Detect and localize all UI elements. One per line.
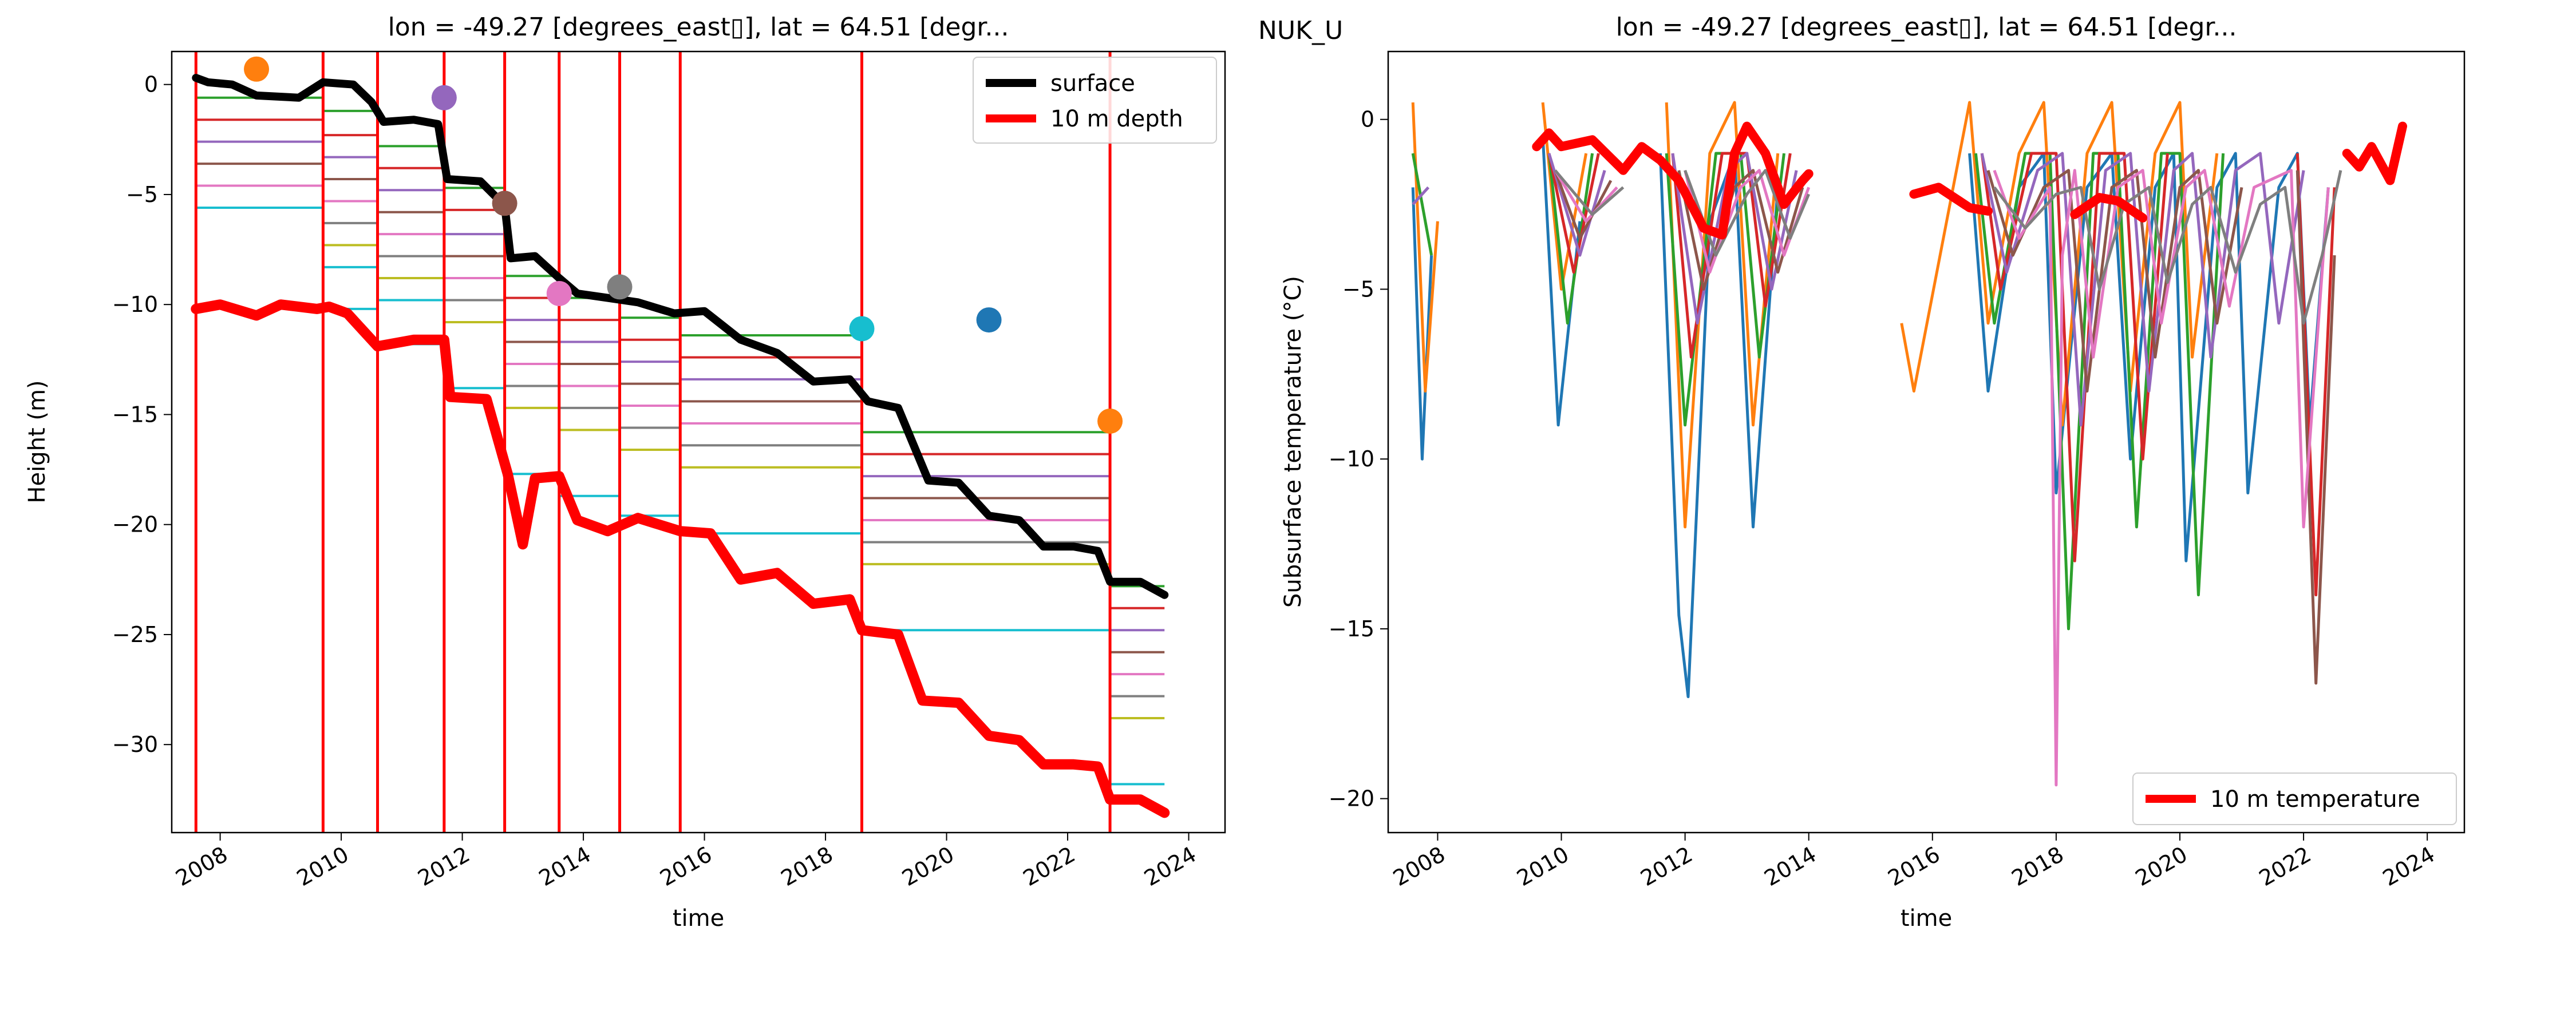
left-panel: lon = -49.27 [degrees_east▯], lat = 64.5… [24, 13, 1226, 932]
left-legend: surface 10 m depth [973, 57, 1217, 144]
right-ytick-label: −15 [1329, 616, 1374, 641]
right-panel: lon = -49.27 [degrees_east▯], lat = 64.5… [1280, 13, 2466, 932]
temperature-series-line [1677, 169, 1804, 291]
temperature-series-line [1993, 169, 2330, 787]
temperature-series-line [1554, 169, 1613, 240]
temperature-series-line [1900, 101, 2219, 427]
right-xtick-label: 2024 [2379, 842, 2439, 891]
left-xtick-label: 2016 [655, 842, 716, 891]
left-xlabel: time [673, 905, 724, 932]
right-xtick-label: 2012 [1636, 842, 1697, 891]
installation-marker [976, 307, 1002, 333]
installation-marker [244, 56, 270, 82]
temperature-series-line [1411, 153, 1433, 256]
right-title: lon = -49.27 [degrees_east▯], lat = 64.5… [1616, 13, 2237, 42]
depth-10m-line [191, 299, 1170, 818]
temperature-series-line [1665, 101, 1780, 529]
temp-10m-line [1909, 183, 1993, 216]
right-xtick-label: 2022 [2255, 842, 2316, 891]
left-xtick-label: 2024 [1140, 842, 1200, 891]
legend-label: 10 m depth [1050, 106, 1183, 132]
left-ylabel: Height (m) [24, 380, 50, 503]
temperature-series-line [1554, 169, 1618, 223]
temperature-series-line [2296, 153, 2336, 597]
installation-marker [1097, 408, 1123, 434]
left-xtick-label: 2020 [898, 842, 958, 891]
left-ytick-label: −20 [112, 512, 158, 537]
legend-box [2132, 772, 2457, 825]
right-xtick-label: 2008 [1389, 842, 1449, 891]
left-ytick-label: 0 [144, 72, 158, 97]
temperature-series-line [1411, 102, 1439, 393]
temperature-series-line [1980, 152, 2305, 427]
temperature-series-line [1684, 169, 1811, 257]
figure-label: NUK_U [1258, 16, 1343, 45]
temp-10m-line [2342, 121, 2407, 185]
installation-marker [492, 191, 517, 216]
right-ytick-label: −5 [1342, 276, 1374, 302]
right-xtick-label: 2018 [2008, 842, 2068, 891]
installation-marker [607, 274, 633, 300]
right-plot-area [1411, 101, 2407, 787]
right-xtick-label: 2020 [2131, 842, 2192, 891]
left-xtick-label: 2010 [293, 842, 353, 891]
right-xtick-label: 2010 [1512, 842, 1573, 891]
temperature-series-line [1547, 153, 1606, 257]
right-xtick-label: 2016 [1884, 842, 1945, 891]
temperature-series-line [1412, 186, 1430, 205]
left-plot-area [191, 52, 1170, 833]
temperature-series-line [1411, 187, 1433, 461]
temperature-series-line [1547, 153, 1600, 274]
right-ytick-label: 0 [1361, 107, 1374, 132]
temperature-series-line [1658, 152, 1780, 699]
temperature-series-line [1547, 153, 1594, 325]
installation-marker [431, 85, 457, 110]
legend-label: surface [1050, 70, 1135, 97]
left-xtick-label: 2012 [413, 842, 474, 891]
legend-label: 10 m temperature [2210, 786, 2420, 813]
right-xlabel: time [1901, 905, 1952, 932]
temperature-series-line [1968, 152, 2330, 562]
surface-line [192, 74, 1169, 599]
installation-marker [849, 316, 875, 342]
left-xtick-label: 2008 [171, 842, 232, 891]
right-axes-frame [1387, 50, 2466, 834]
left-ytick-label: −15 [112, 402, 158, 427]
left-ytick-label: −10 [112, 292, 158, 317]
installation-marker [546, 280, 572, 306]
temperature-series-line [2296, 170, 2336, 685]
left-xtick-label: 2022 [1019, 842, 1080, 891]
right-ytick-label: −10 [1329, 446, 1374, 472]
left-xtick-label: 2018 [777, 842, 837, 891]
temperature-series-line [1684, 169, 1811, 274]
right-ytick-label: −20 [1329, 786, 1374, 811]
left-ytick-label: −5 [126, 182, 158, 207]
right-xtick-label: 2014 [1760, 842, 1820, 891]
temperature-series-line [1993, 170, 2342, 325]
left-axes: 2008 2010 2012 2014 2016 2018 2020 2022 2024 0 −5 −… [112, 72, 1200, 891]
left-ytick-label: −30 [112, 732, 158, 757]
right-legend: 10 m temperature [2132, 772, 2457, 825]
left-ytick-label: −25 [112, 622, 158, 647]
left-xtick-label: 2014 [535, 842, 595, 891]
left-axes-frame [171, 50, 1226, 834]
right-ylabel: Subsurface temperature (°C) [1280, 276, 1306, 608]
temp-10m-line [1532, 121, 1814, 240]
temp-10m-line [2070, 193, 2148, 223]
temperature-series-line [1554, 169, 1625, 216]
left-title: lon = -49.27 [degrees_east▯], lat = 64.5… [388, 13, 1009, 42]
